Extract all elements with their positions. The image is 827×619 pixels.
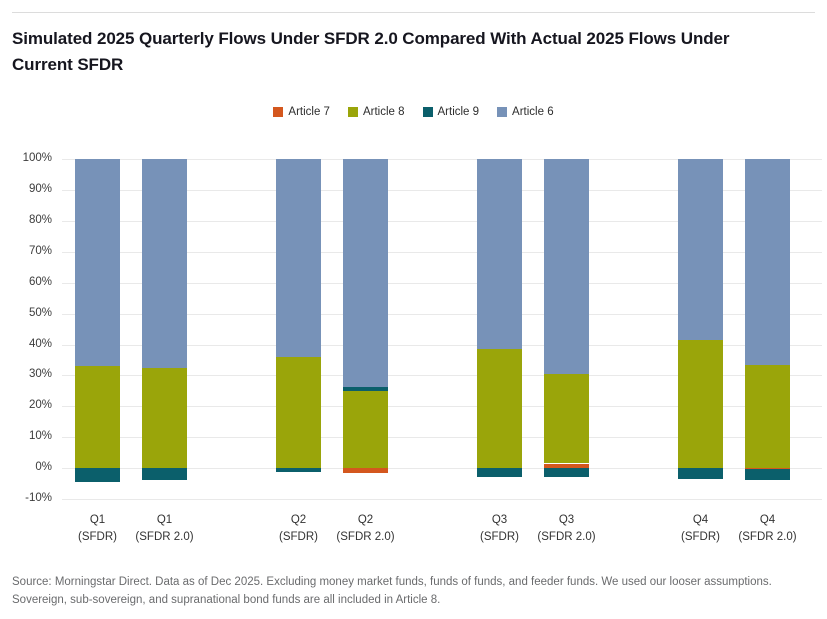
x-tick-label: Q2 (SFDR) bbox=[279, 514, 318, 543]
plot-area bbox=[62, 159, 822, 500]
y-tick-label: 60% bbox=[28, 275, 52, 288]
gridline bbox=[62, 189, 822, 191]
legend-label: Article 9 bbox=[437, 106, 480, 118]
bar-segment-article-8 bbox=[276, 356, 321, 469]
source-note: Source: Morningstar Direct. Data as of D… bbox=[12, 573, 817, 609]
bar-segment-article-9 bbox=[678, 468, 723, 479]
y-tick-label: 30% bbox=[28, 368, 52, 381]
bar-segment-article-9 bbox=[343, 387, 388, 391]
chart-title: Simulated 2025 Quarterly Flows Under SFD… bbox=[12, 29, 730, 74]
y-tick-label: 90% bbox=[28, 182, 52, 195]
gridline bbox=[62, 468, 822, 470]
bar-segment-article-7 bbox=[544, 463, 589, 469]
bar-segment-article-7 bbox=[745, 468, 790, 470]
top-divider bbox=[12, 12, 815, 13]
bar-segment-article-6 bbox=[343, 159, 388, 388]
gridline bbox=[62, 499, 822, 500]
legend-item-article-9: Article 9 bbox=[422, 106, 480, 118]
bar-segment-article-6 bbox=[477, 159, 522, 350]
legend-label: Article 7 bbox=[288, 106, 330, 118]
gridline bbox=[62, 406, 822, 408]
bar-segment-article-9 bbox=[276, 468, 321, 473]
bar-segment-article-9 bbox=[477, 468, 522, 478]
x-tick-label: Q4 (SFDR 2.0) bbox=[738, 514, 797, 543]
legend-label: Article 8 bbox=[362, 106, 405, 118]
legend-item-article-8: Article 8 bbox=[347, 106, 405, 118]
gridline bbox=[62, 220, 822, 222]
y-tick-label: 70% bbox=[28, 244, 52, 257]
bar-segment-article-7 bbox=[343, 468, 388, 473]
gridline bbox=[62, 282, 822, 284]
bar-segment-article-6 bbox=[678, 159, 723, 340]
bar-segment-article-6 bbox=[745, 159, 790, 365]
y-axis-labels: 100% 90% 80% 70% 60% 50% 40% 30% 20% 10% 0% -10% bbox=[0, 152, 56, 504]
x-tick-label: Q1 (SFDR 2.0) bbox=[135, 514, 194, 543]
legend-swatch-icon bbox=[347, 107, 358, 117]
source-line-2: Sovereign, sub-sovereign, and supranatio… bbox=[12, 594, 441, 606]
y-tick-label: 100% bbox=[22, 152, 52, 164]
chart-legend: Article 7 Article 8 Article 9 Article 6 bbox=[0, 106, 827, 118]
x-tick-label: Q3 (SFDR) bbox=[480, 514, 519, 543]
bar-segment-article-8 bbox=[142, 368, 187, 469]
legend-item-article-6: Article 6 bbox=[497, 106, 554, 118]
y-tick-label: 80% bbox=[28, 213, 52, 226]
bar-segment-article-8 bbox=[544, 373, 589, 464]
x-tick-label: Q1 (SFDR) bbox=[78, 514, 117, 543]
bar-segment-article-6 bbox=[544, 159, 589, 374]
y-tick-label: 20% bbox=[28, 399, 52, 412]
bar-segment-article-9 bbox=[745, 469, 790, 481]
bar-segment-article-8 bbox=[343, 390, 388, 469]
bar-segment-article-8 bbox=[477, 349, 522, 469]
x-tick-label: Q2 (SFDR 2.0) bbox=[336, 514, 395, 543]
bar-segment-article-6 bbox=[276, 159, 321, 357]
legend-item-article-7: Article 7 bbox=[273, 106, 330, 118]
bar-segment-article-8 bbox=[745, 364, 790, 468]
bar-segment-article-8 bbox=[678, 339, 723, 469]
source-line-1: Source: Morningstar Direct. Data as of D… bbox=[12, 576, 772, 588]
bar-segment-article-6 bbox=[142, 159, 187, 369]
gridline bbox=[62, 313, 822, 315]
bar-segment-article-9 bbox=[75, 468, 120, 482]
gridline bbox=[62, 437, 822, 439]
legend-label: Article 6 bbox=[512, 106, 554, 118]
legend-swatch-icon bbox=[273, 107, 284, 117]
y-tick-label: -10% bbox=[25, 492, 52, 504]
y-tick-label: 40% bbox=[28, 337, 52, 350]
y-tick-label: 50% bbox=[28, 306, 52, 319]
x-axis-labels: Q1 (SFDR) Q1 (SFDR 2.0) Q2 (SFDR) Q2 (SFDR 2.0)… bbox=[62, 508, 822, 552]
x-tick-label: Q4 (SFDR) bbox=[681, 514, 720, 543]
gridline bbox=[62, 344, 822, 346]
legend-swatch-icon bbox=[422, 107, 433, 117]
gridline bbox=[62, 159, 822, 160]
y-tick-label: 10% bbox=[28, 430, 52, 443]
y-tick-label: 0% bbox=[35, 461, 52, 474]
bar-segment-article-9 bbox=[544, 468, 589, 478]
bar-segment-article-9 bbox=[142, 468, 187, 481]
gridline bbox=[62, 375, 822, 377]
gridline bbox=[62, 251, 822, 253]
x-tick-label: Q3 (SFDR 2.0) bbox=[537, 514, 596, 543]
bar-segment-article-8 bbox=[75, 366, 120, 469]
legend-swatch-icon bbox=[497, 107, 508, 117]
bar-segment-article-6 bbox=[75, 159, 120, 367]
